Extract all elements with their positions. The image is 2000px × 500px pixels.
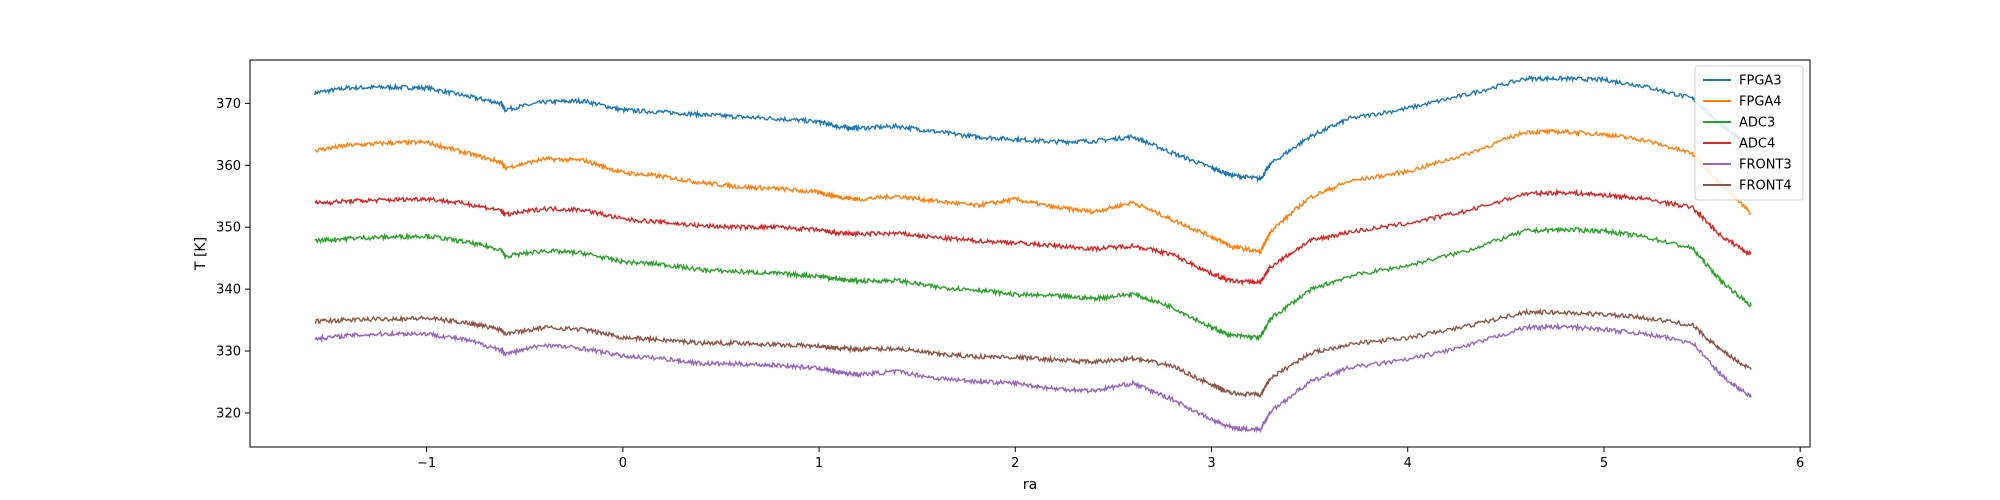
plot-frame [249, 59, 1811, 448]
y-axis-label: T [K] [193, 237, 209, 271]
x-tick-label: −1 [417, 456, 436, 471]
series-line-adc3 [314, 226, 1752, 342]
x-tick-label: 5 [1600, 456, 1608, 471]
y-tick-label: 340 [216, 283, 241, 298]
y-tick-label: 330 [216, 345, 241, 360]
y-tick-label: 360 [216, 159, 241, 174]
series-line-fpga3 [314, 74, 1752, 183]
legend-label: FPGA4 [1739, 95, 1782, 110]
legend-label: FPGA3 [1739, 74, 1782, 89]
legend-label: FRONT4 [1739, 179, 1792, 194]
series-line-front3 [314, 322, 1752, 434]
x-tick-label: 4 [1404, 456, 1412, 471]
legend-label: ADC3 [1739, 116, 1775, 131]
series-line-front4 [314, 307, 1752, 399]
y-axis: 320 330 340 350 360 370 [216, 97, 250, 421]
x-axis: −1 0 1 2 3 4 5 6 [417, 447, 1804, 471]
x-tick-label: 0 [619, 456, 627, 471]
y-tick-label: 350 [216, 221, 241, 236]
x-axis-label: ra [1023, 477, 1037, 493]
legend-box [1694, 65, 1804, 201]
legend-label: FRONT3 [1739, 158, 1792, 173]
legend-label: ADC4 [1739, 137, 1775, 152]
series-line-adc4 [314, 188, 1752, 287]
x-tick-label: 3 [1207, 456, 1215, 471]
legend: FPGA3 FPGA4 ADC3 ADC4 FRONT3 FRONT4 [1694, 65, 1804, 201]
series-line-fpga4 [314, 127, 1752, 257]
x-tick-label: 6 [1796, 456, 1804, 471]
y-tick-label: 320 [216, 406, 241, 421]
x-tick-label: 2 [1011, 456, 1019, 471]
plot-lines [314, 74, 1752, 434]
y-tick-label: 370 [216, 97, 241, 112]
x-tick-label: 1 [815, 456, 823, 471]
